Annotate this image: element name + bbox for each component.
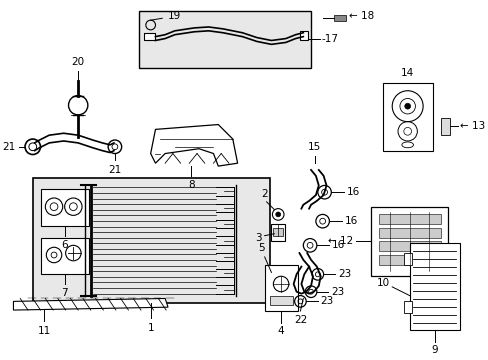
Bar [382,83,432,150]
Text: 16: 16 [332,240,345,250]
Text: 6: 6 [61,239,68,249]
Bar [33,178,269,303]
Bar [378,255,440,265]
Bar [300,31,307,40]
Text: 7: 7 [61,288,68,298]
Text: 10: 10 [376,278,389,288]
Text: ← 12: ← 12 [327,237,353,247]
Bar [409,243,459,330]
Bar [334,15,345,21]
Bar [264,265,298,311]
Text: 23: 23 [320,296,333,306]
Text: ← 18: ← 18 [348,11,373,21]
Polygon shape [13,298,168,310]
Text: 14: 14 [400,68,413,78]
Bar [269,296,292,305]
Text: 21: 21 [2,142,15,152]
Text: 15: 15 [307,141,321,152]
Text: 23: 23 [337,269,351,279]
Text: 16: 16 [346,187,359,197]
Bar [139,12,310,68]
Bar [403,253,411,265]
Text: 1: 1 [147,323,154,333]
Text: 16: 16 [344,216,357,226]
Text: 3: 3 [255,233,261,243]
Text: 22: 22 [293,315,306,325]
Text: 23: 23 [331,287,344,297]
Text: 8: 8 [187,180,194,190]
Bar [143,33,155,40]
Bar [271,224,285,242]
Bar [41,238,89,274]
Circle shape [275,212,280,217]
Text: ← 13: ← 13 [459,121,484,131]
Bar [440,118,449,135]
Bar [378,242,440,251]
Text: 20: 20 [71,57,84,67]
Circle shape [404,103,410,109]
Text: -17: -17 [321,33,338,44]
Bar [378,228,440,238]
Text: 5: 5 [258,243,264,253]
Text: 11: 11 [38,325,51,336]
Text: 2: 2 [261,189,267,199]
Text: 4: 4 [277,325,284,336]
Bar [378,215,440,224]
Bar [273,228,283,236]
Text: 21: 21 [108,165,122,175]
Bar [41,189,89,226]
Bar [370,207,447,276]
Text: 19: 19 [168,11,181,21]
Text: 9: 9 [430,345,437,355]
Bar [403,301,411,313]
